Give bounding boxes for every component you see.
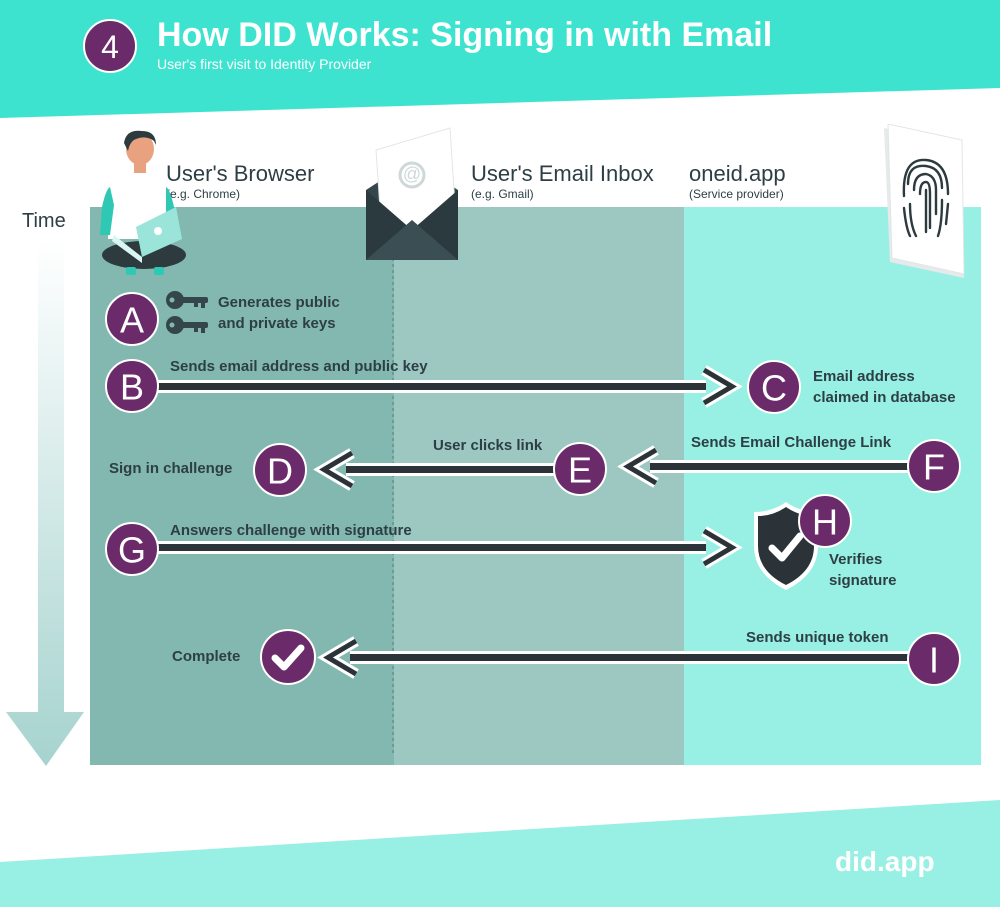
inbox-panel — [394, 207, 684, 765]
step-number-badge: 4 — [83, 19, 137, 73]
inbox-column-title: User's Email Inbox — [471, 161, 654, 186]
page-title: How DID Works: Signing in with Email — [157, 16, 773, 54]
step-f-letter: F — [923, 447, 945, 488]
step-b-label: Sends email address and public key — [170, 358, 428, 375]
key-icon — [166, 291, 208, 334]
step-a-circle: A — [105, 292, 159, 346]
arrow-b-to-c — [150, 365, 743, 408]
footer-band — [0, 800, 1000, 907]
step-a-letter: A — [120, 300, 144, 341]
step-c-circle: C — [747, 360, 801, 414]
step-number: 4 — [101, 29, 119, 65]
inbox-column-subtitle: (e.g. Gmail) — [471, 187, 534, 201]
service-column-title: oneid.app — [689, 161, 786, 186]
envelope-icon: @ — [366, 127, 458, 260]
step-h-label-line2: signature — [829, 572, 897, 589]
step-c-label: Email address claimed in database — [813, 366, 956, 408]
step-d-label: Sign in challenge — [109, 460, 233, 477]
time-label: Time — [22, 210, 66, 232]
step-i-label: Sends unique token — [746, 629, 889, 646]
step-b-letter: B — [120, 367, 144, 408]
person-with-laptop-icon — [100, 130, 186, 275]
step-h-label-line1: Verifies — [829, 551, 883, 568]
checkmark-icon — [260, 629, 316, 685]
arrow-e-to-d — [313, 448, 558, 491]
step-d-circle: D — [253, 443, 307, 497]
page-subtitle: User's first visit to Identity Provider — [157, 56, 372, 72]
step-a-label: Generates public and private keys — [218, 292, 340, 334]
step-e-letter: E — [568, 450, 592, 491]
step-i-circle: I — [907, 632, 961, 686]
step-d-letter: D — [267, 451, 293, 492]
arrow-i-to-complete — [317, 636, 912, 679]
step-h-letter: H — [812, 502, 838, 543]
header-band — [0, 0, 1000, 118]
browser-column-title: User's Browser — [166, 161, 315, 186]
step-c-label-line2: claimed in database — [813, 389, 956, 406]
step-a-label-line1: Generates public — [218, 294, 340, 311]
step-f-label: Sends Email Challenge Link — [691, 434, 892, 451]
step-h-circle: H — [798, 494, 852, 548]
brand-logo-text: did.app — [835, 846, 935, 877]
fingerprint-card-icon — [884, 124, 965, 278]
step-i-letter: I — [929, 640, 939, 681]
step-g-circle: G — [105, 522, 159, 576]
service-column-subtitle: (Service provider) — [689, 187, 784, 201]
step-b-circle: B — [105, 359, 159, 413]
step-h-label: Verifies signature — [829, 549, 897, 591]
step-e-label: User clicks link — [433, 437, 543, 454]
arrow-g-to-h — [150, 526, 743, 569]
step-g-letter: G — [118, 530, 146, 571]
complete-label: Complete — [172, 648, 241, 665]
step-e-circle: E — [553, 442, 607, 496]
step-a-label-line2: and private keys — [218, 315, 336, 332]
step-c-label-line1: Email address — [813, 368, 915, 385]
step-g-label: Answers challenge with signature — [170, 522, 412, 539]
step-c-letter: C — [761, 368, 787, 409]
step-f-circle: F — [907, 439, 961, 493]
browser-column-subtitle: (e.g. Chrome) — [166, 187, 241, 201]
time-arrow — [6, 240, 84, 766]
svg-text:@: @ — [403, 164, 421, 184]
arrow-f-to-e — [617, 445, 912, 488]
